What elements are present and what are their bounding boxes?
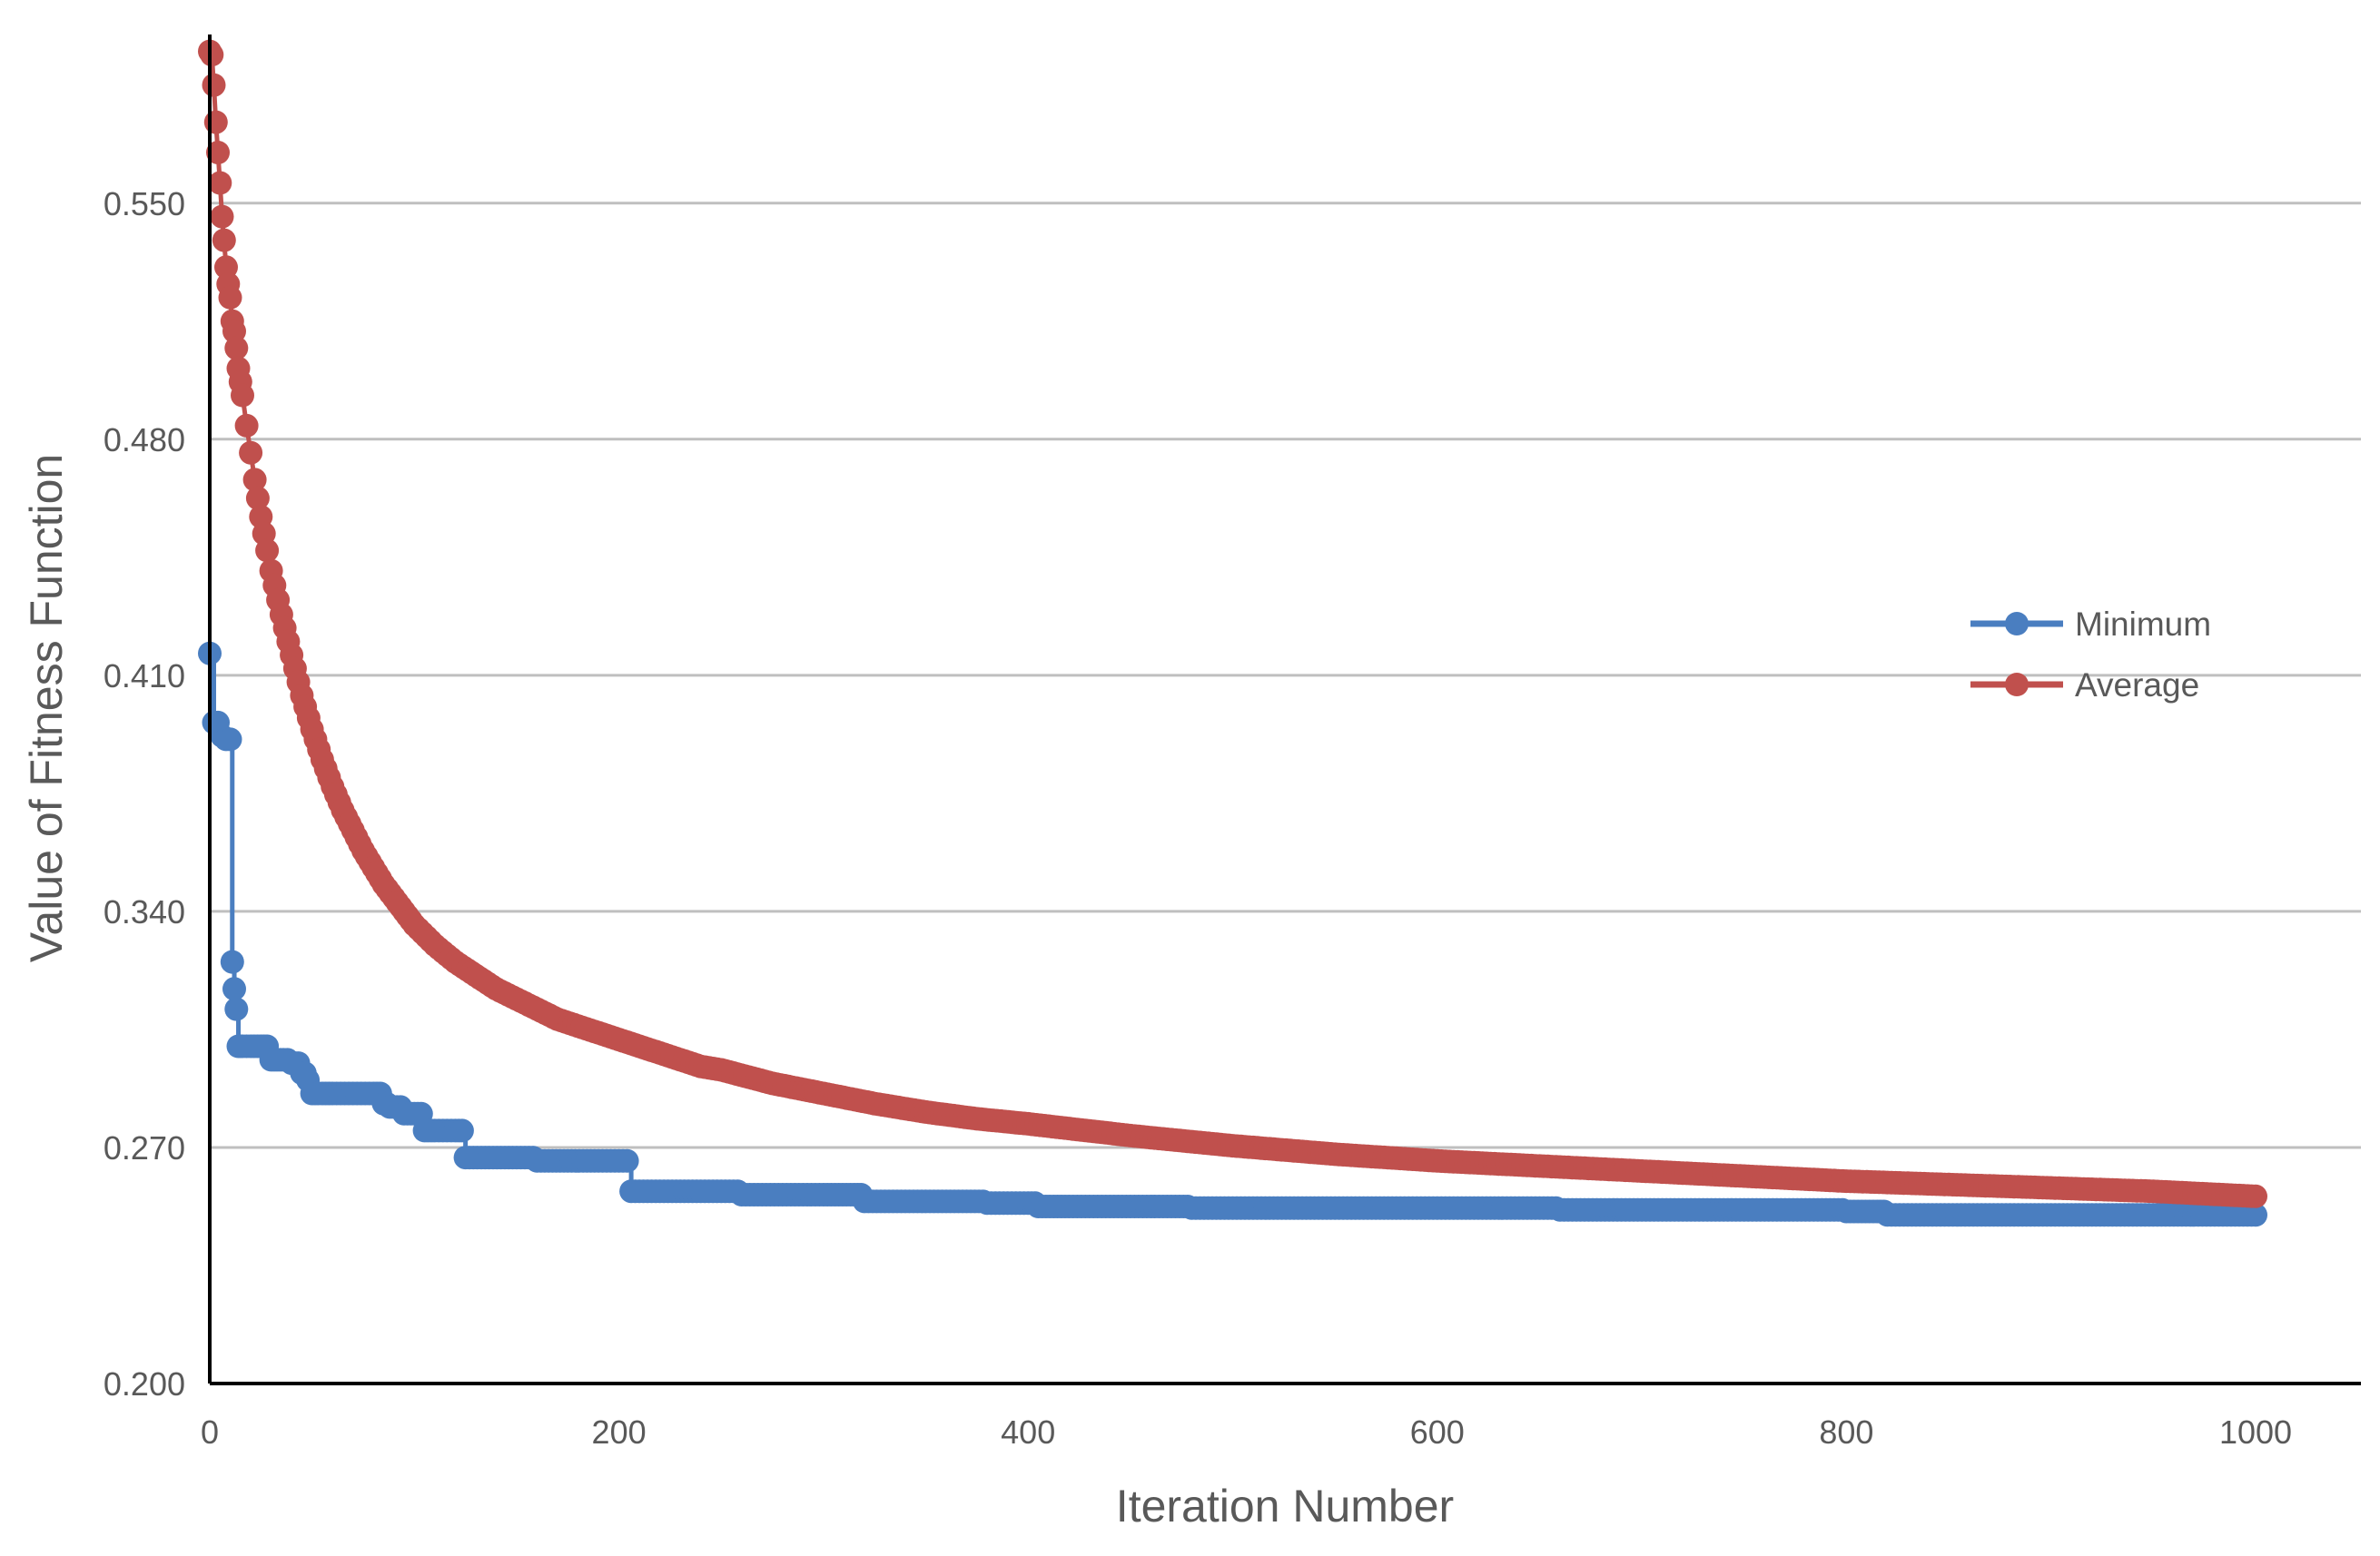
point-minimum — [224, 997, 249, 1021]
series — [198, 39, 2267, 1227]
legend-label-minimum: Minimum — [2075, 606, 2211, 643]
point-average — [2244, 1184, 2267, 1208]
legend-marker-average — [2005, 673, 2029, 696]
point-average — [206, 141, 230, 164]
series-line-average — [207, 50, 2257, 1199]
x-tick-label: 1000 — [2219, 1413, 2292, 1451]
x-tick-label: 400 — [1001, 1413, 1055, 1451]
point-average — [224, 336, 249, 360]
point-minimum — [218, 727, 242, 752]
legend-label-average: Average — [2075, 666, 2199, 704]
axes — [208, 34, 2361, 1385]
point-average — [208, 171, 232, 195]
series-minimum — [198, 641, 2267, 1227]
point-minimum — [220, 950, 244, 974]
x-tick-labels: 0 200 400 600 800 1000 — [201, 1413, 2292, 1451]
point-average — [218, 285, 242, 310]
y-tick-label: 0.340 — [104, 893, 185, 931]
x-axis-title: Iteration Number — [1116, 1481, 1454, 1531]
legend-item-average: Average — [1970, 666, 2199, 704]
legend-item-minimum: Minimum — [1970, 606, 2211, 643]
x-tick-label: 600 — [1410, 1413, 1465, 1451]
point-average — [231, 383, 254, 408]
x-tick-label: 800 — [1819, 1413, 1873, 1451]
point-average — [242, 468, 267, 492]
y-axis-title: Value of Fitness Function — [21, 454, 72, 962]
y-tick-label: 0.550 — [104, 185, 185, 222]
point-average — [255, 538, 280, 563]
point-average — [212, 228, 236, 252]
point-average — [200, 43, 224, 67]
point-minimum — [2244, 1203, 2267, 1227]
point-minimum — [449, 1118, 474, 1143]
series-line-minimum — [210, 651, 2256, 1217]
series-average — [198, 39, 2267, 1208]
y-tick-label: 0.410 — [104, 657, 185, 694]
point-minimum — [615, 1148, 639, 1173]
point-average — [245, 486, 270, 510]
point-average — [234, 413, 259, 438]
gridlines — [210, 202, 2361, 1149]
legend: Minimum Average — [1970, 606, 2211, 704]
y-tick-label: 0.200 — [104, 1365, 185, 1403]
point-minimum — [222, 977, 246, 1001]
point-average — [239, 440, 263, 465]
y-tick-labels: 0.200 0.270 0.340 0.410 0.480 0.550 — [104, 185, 185, 1403]
y-tick-label: 0.270 — [104, 1129, 185, 1167]
point-average — [210, 204, 234, 229]
y-tick-label: 0.480 — [104, 421, 185, 458]
x-tick-label: 200 — [592, 1413, 647, 1451]
legend-marker-minimum — [2005, 612, 2029, 635]
x-tick-label: 0 — [201, 1413, 219, 1451]
point-average — [202, 73, 226, 97]
point-average — [203, 110, 228, 134]
